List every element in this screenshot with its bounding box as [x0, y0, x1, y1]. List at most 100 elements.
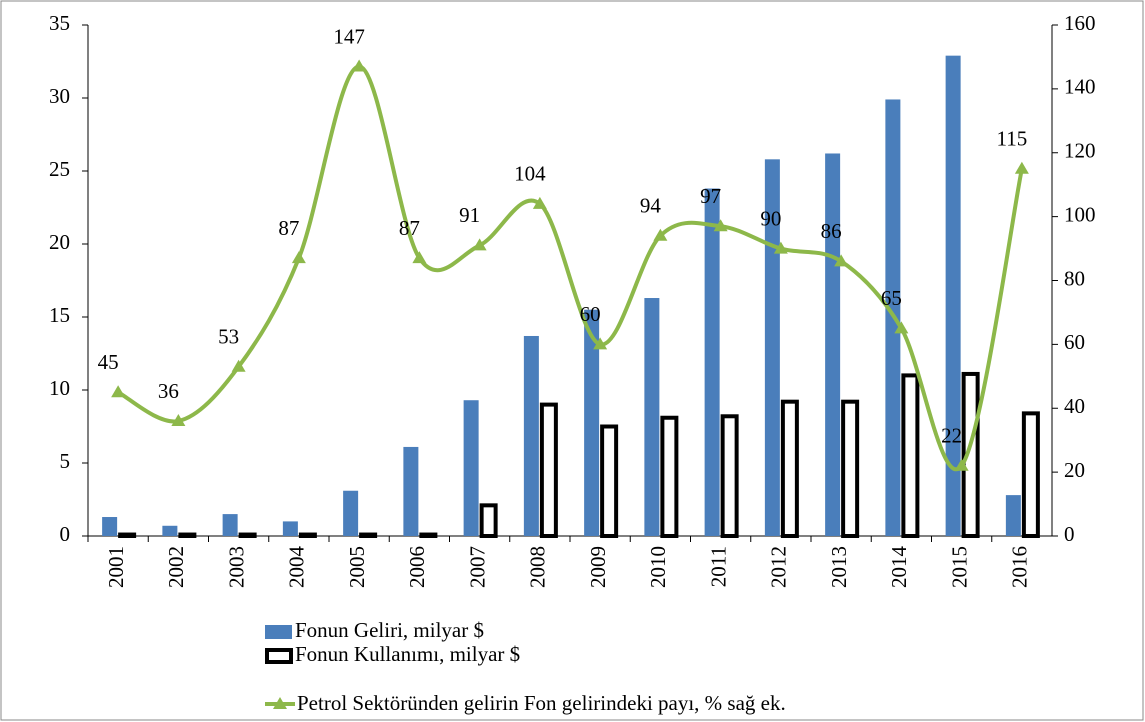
marker [1014, 161, 1029, 174]
y2-tick-label: 0 [1064, 522, 1075, 546]
bar [945, 55, 961, 536]
data-label: 53 [218, 325, 239, 349]
bar [1021, 411, 1040, 538]
data-label: 87 [278, 216, 299, 240]
x-tick-label: 2010 [646, 546, 670, 588]
y-tick-label: 10 [49, 376, 70, 400]
bar [1005, 495, 1021, 536]
y2-tick-label: 40 [1064, 394, 1085, 418]
x-tick-label: 2001 [104, 546, 128, 588]
marker [834, 254, 849, 267]
y2-tick-label: 60 [1064, 330, 1085, 354]
marker [472, 238, 487, 251]
legend-swatch [273, 697, 287, 709]
bar [463, 400, 479, 536]
x-tick-label: 2016 [1008, 546, 1032, 588]
y2-tick-label: 20 [1064, 458, 1085, 482]
bar [419, 532, 438, 538]
data-label: 104 [514, 162, 546, 186]
line [117, 64, 1024, 472]
x-tick-label: 2014 [887, 546, 911, 589]
x-tick-label: 2011 [706, 546, 730, 587]
x-tick-label: 2002 [164, 546, 188, 588]
data-label: 87 [399, 216, 420, 240]
y-tick-label: 20 [49, 230, 70, 254]
bar [118, 532, 137, 538]
bar [102, 517, 118, 536]
legend-label: Fonun Kullanımı, milyar $ [295, 642, 520, 666]
y2-tick-label: 120 [1064, 139, 1096, 163]
data-label: 22 [941, 424, 962, 448]
y-tick-label: 15 [49, 303, 70, 327]
bar [238, 532, 257, 538]
bar [825, 153, 841, 537]
legend-label: Fonun Geliri, milyar $ [295, 618, 484, 642]
x-tick-label: 2013 [827, 546, 851, 588]
data-label: 86 [821, 219, 842, 243]
legend-label: Petrol Sektöründen gelirin Fon gelirinde… [297, 691, 786, 715]
y-tick-label: 25 [49, 157, 70, 181]
bar [523, 335, 539, 536]
x-tick-label: 2004 [285, 546, 309, 589]
x-tick-label: 2005 [345, 546, 369, 588]
bar [660, 415, 679, 538]
bar [403, 446, 419, 536]
marker [593, 337, 608, 350]
x-tick-label: 2008 [526, 546, 550, 588]
bar [841, 399, 860, 538]
x-tick-label: 2007 [465, 546, 489, 588]
bar [282, 521, 298, 536]
bar [539, 402, 558, 538]
marker [713, 219, 728, 232]
data-label: 97 [700, 184, 721, 208]
y2-tick-label: 140 [1064, 75, 1096, 99]
bar [584, 309, 600, 536]
bar [162, 525, 178, 536]
y2-tick-label: 160 [1064, 11, 1096, 35]
bar [222, 514, 238, 536]
x-tick-label: 2003 [224, 546, 248, 588]
bar [343, 490, 359, 536]
bar [359, 532, 378, 538]
bar [600, 424, 619, 538]
bar [644, 298, 660, 536]
marker [291, 251, 306, 264]
x-tick-label: 2015 [947, 546, 971, 588]
y-tick-label: 0 [60, 522, 71, 546]
bar [298, 532, 317, 538]
x-tick-label: 2006 [405, 546, 429, 588]
data-label: 45 [98, 350, 119, 374]
data-label: 65 [881, 286, 902, 310]
marker [773, 241, 788, 254]
y2-tick-label: 100 [1064, 202, 1096, 226]
legend-swatch [265, 625, 292, 639]
data-label: 90 [760, 206, 781, 230]
y2-tick-label: 80 [1064, 266, 1085, 290]
marker [231, 359, 246, 372]
marker [532, 196, 547, 209]
x-tick-label: 2009 [586, 546, 610, 588]
marker [894, 321, 909, 334]
y-tick-label: 30 [49, 84, 70, 108]
bar [479, 503, 498, 538]
y-tick-label: 35 [49, 11, 70, 35]
x-tick-label: 2012 [767, 546, 791, 588]
legend-swatch [265, 648, 293, 664]
marker [171, 414, 186, 427]
marker [954, 458, 969, 471]
bar [961, 371, 980, 538]
data-label: 147 [333, 24, 365, 48]
data-label: 91 [459, 203, 480, 227]
bar [901, 373, 920, 538]
bar [704, 188, 720, 536]
data-label: 115 [997, 127, 1028, 151]
bar [780, 399, 799, 538]
marker [653, 228, 668, 241]
marker [111, 385, 126, 398]
y-tick-label: 5 [60, 449, 71, 473]
data-label: 60 [580, 302, 601, 326]
data-label: 36 [158, 379, 179, 403]
marker [352, 59, 367, 72]
